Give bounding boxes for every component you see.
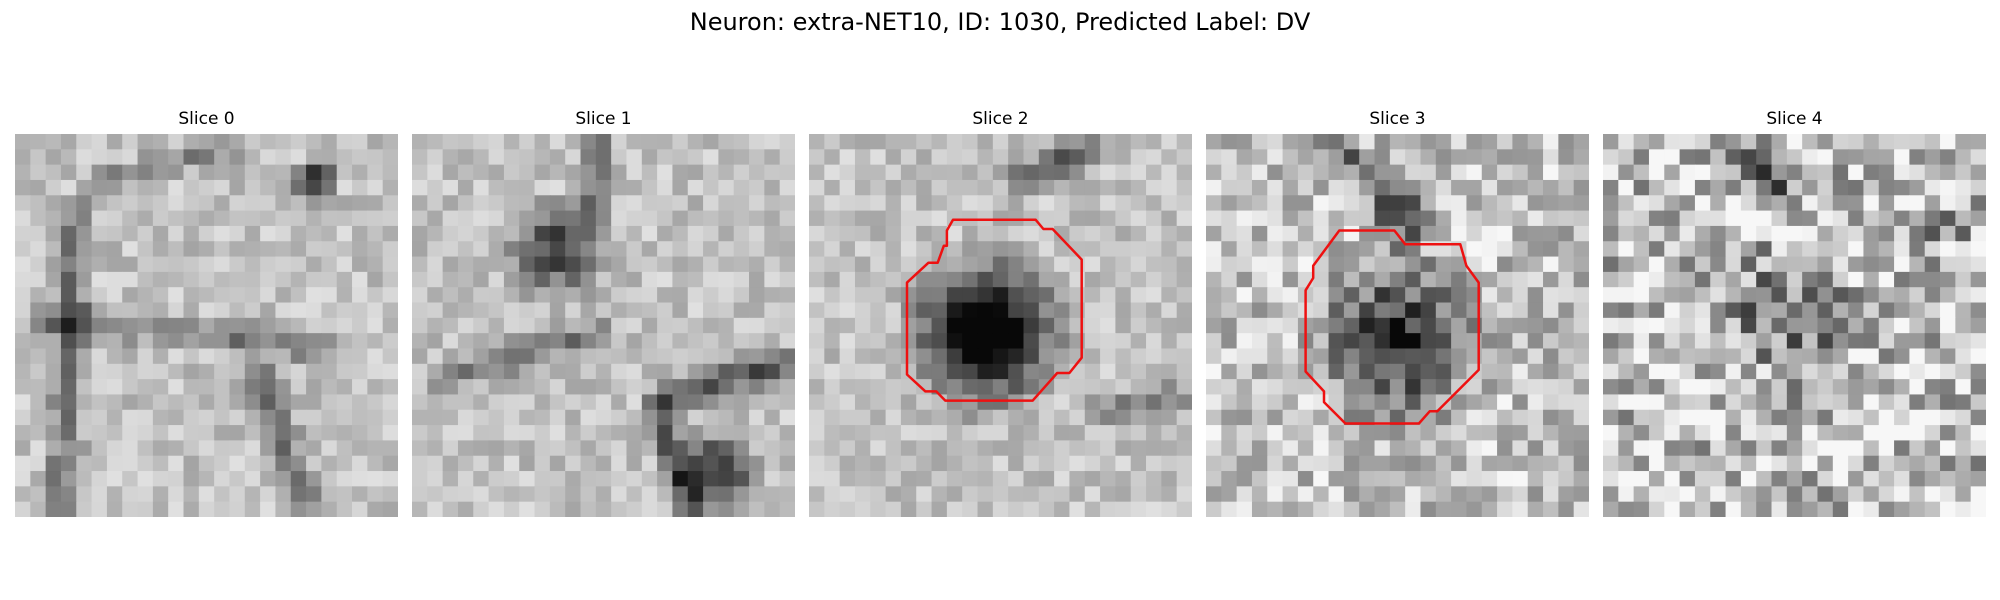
slice-image — [1206, 134, 1589, 517]
slice-label: Slice 3 — [1369, 109, 1426, 129]
slice-image — [15, 134, 398, 517]
segmentation-outline — [1304, 229, 1480, 425]
pixel-grid — [809, 134, 1192, 517]
pixel-grid — [1206, 134, 1589, 517]
slice-label: Slice 1 — [575, 109, 632, 129]
slice-label: Slice 2 — [972, 109, 1029, 129]
slice-image — [412, 134, 795, 517]
pixel-grid — [1603, 134, 1986, 517]
pixel-grid — [412, 134, 795, 517]
slice-image — [809, 134, 1192, 517]
slice-label: Slice 4 — [1766, 109, 1823, 129]
slice-label: Slice 0 — [178, 109, 235, 129]
slice-image — [1603, 134, 1986, 517]
figure-title: Neuron: extra-NET10, ID: 1030, Predicted… — [689, 8, 1311, 36]
pixel-grid — [15, 134, 398, 517]
segmentation-outline — [905, 218, 1083, 402]
